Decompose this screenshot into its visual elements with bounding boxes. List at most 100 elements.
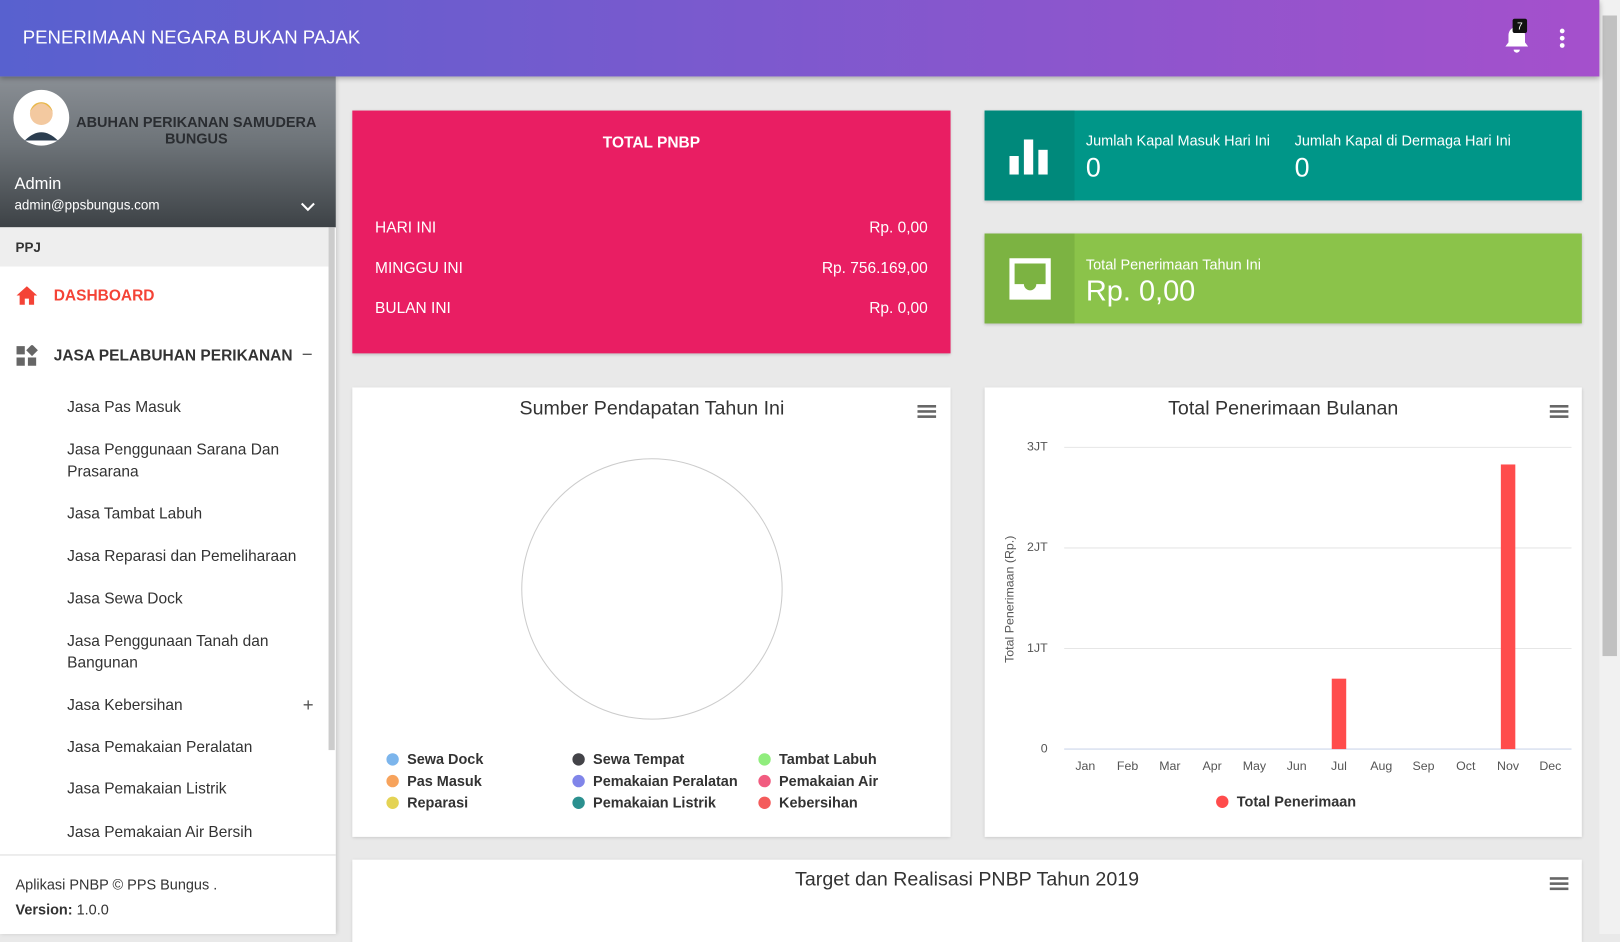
sidebar-scrollbar [328,227,335,751]
chart-title: Total Penerimaan Bulanan [1168,397,1398,419]
submenu-item[interactable]: Jasa Pemakaian Air Bersih [67,823,253,842]
row-label: BULAN INI [375,299,451,318]
row-value: Rp. 0,00 [869,219,928,237]
chart-menu[interactable] [917,405,937,418]
more-menu[interactable] [1556,28,1568,49]
widgets-icon [16,345,38,366]
row-value: Rp. 0,00 [869,299,928,318]
submenu-item[interactable]: Jasa Penggunaan Sarana Dan Prasarana [67,441,280,481]
bar-card: Total Penerimaan Bulanan Total Penerimaa… [984,387,1582,837]
scroll-thumb[interactable] [1602,15,1617,657]
target-chart: Target dan Realisasi PNBP Tahun 2019 [795,868,1569,891]
legend-label[interactable]: Kebersihan [779,796,858,812]
page-scrollbar [1599,0,1620,935]
x-tick-label: Jan [1075,759,1095,773]
legend-marker [386,796,399,809]
x-tick-label: Aug [1370,759,1392,773]
row-value: Rp. 756.169,00 [821,259,928,277]
sidebar-footer: Aplikasi PNBP © PPS Bungus . Version: 1.… [0,854,336,917]
icon-area [984,110,1075,201]
legend-label[interactable]: Pemakaian Air [779,774,878,790]
header: PENERIMAAN NEGARA BUKAN PAJAK 7 [0,0,1600,77]
expand-icon[interactable]: + [302,694,314,715]
home-icon [16,286,38,305]
x-tick-label: Feb [1117,759,1138,773]
pie-card: Sumber Pendapatan Tahun Ini Sewa Dock Sew… [352,387,951,837]
y-axis-label: Total Penerimaan (Rp.) [1003,536,1017,663]
section-bar: PPJ [0,227,329,267]
chart-title: Sumber Pendapatan Tahun Ini [520,397,785,419]
legend-label[interactable]: Tambat Labuh [779,752,877,768]
submenu-item[interactable]: Jasa Penggunaan Tanah dan Bangunan [67,632,269,672]
x-tick-label: Jun [1287,759,1307,773]
bar [1500,464,1516,750]
submenu-item[interactable]: Jasa Sewa Dock [67,589,183,608]
app-title: PENERIMAAN NEGARA BUKAN PAJAK [22,26,361,48]
y-tick-label: 1JT [1027,641,1048,655]
submenu-item[interactable]: Jasa Kebersihan [67,696,183,714]
notification-bell[interactable]: 7 [1500,18,1531,54]
section-title: PPJ [15,239,41,256]
legend-marker [1216,795,1229,808]
chart-menu[interactable] [1549,877,1569,891]
menu-jasa[interactable]: JASA PELABUHAN PERIKANAN [53,347,293,365]
legend-marker [572,753,585,766]
bell-icon [1505,26,1529,53]
card-title: TOTAL PNBP [602,134,701,152]
legend-marker [386,774,399,788]
x-tick-label: Dec [1539,759,1561,773]
user-name: Admin [14,175,62,194]
x-tick-label: May [1243,759,1267,773]
icon-area [984,233,1075,324]
submenu-item[interactable]: Jasa Pas Masuk [67,398,181,417]
ship-value: 0 [1085,151,1101,183]
ship-value: 0 [1294,151,1310,183]
row-label: MINGGU INI [375,259,463,277]
banner-text: ABUHAN PERIKANAN SAMUDERA BUNGUS [76,113,317,147]
revenue-value: Rp. 0,00 [1085,274,1196,307]
legend-label[interactable]: Pas Masuk [407,774,483,790]
legend-label[interactable]: Sewa Tempat [593,752,684,768]
bar [1331,678,1347,750]
x-tick-label: Sep [1413,759,1435,773]
submenu-item[interactable]: Jasa Tambat Labuh [67,505,203,523]
x-tick-label: Jul [1331,759,1347,773]
revenue-box: Total Penerimaan Tahun Ini Rp. 0,00 [984,233,1582,324]
revenue-label: Total Penerimaan Tahun Ini [1085,256,1261,273]
legend-label[interactable]: Sewa Dock [407,752,484,768]
submenu-item[interactable]: Jasa Pemakaian Listrik [67,780,227,798]
legend-marker [386,753,399,766]
bar-chart: Total Penerimaan Bulanan Total Penerimaa… [1003,397,1572,811]
user-email: admin@ppsbungus.com [14,197,160,213]
profile-toggle[interactable] [300,200,317,212]
y-tick-label: 3JT [1027,440,1048,454]
legend-label[interactable]: Pemakaian Listrik [593,796,717,812]
legend-label[interactable]: Reparasi [407,796,468,812]
chart-menu[interactable] [1549,405,1569,418]
version: 1.0.0 [76,900,109,918]
submenu-item[interactable]: Jasa Reparasi dan Pemeliharaan [67,547,297,566]
badge-count: 7 [1517,22,1523,33]
version-label: Version: [15,900,73,918]
legend-marker [572,796,585,809]
x-tick-label: Mar [1159,759,1180,773]
menu-dashboard[interactable]: DASHBOARD [53,287,155,305]
ship-label: Jumlah Kapal di Dermaga Hari Ini [1294,132,1511,149]
legend-label[interactable]: Pemakaian Peralatan [593,774,738,790]
chart-title: Target dan Realisasi PNBP Tahun 2019 [795,868,1139,890]
chart-icon [1009,139,1048,175]
ship-label: Jumlah Kapal Masuk Hari Ini [1085,132,1270,149]
pie-chart: Sumber Pendapatan Tahun Ini Sewa Dock Sew… [386,397,937,812]
legend-marker [758,796,771,809]
collapse-icon[interactable]: − [301,344,313,365]
profile-banner: ABUHAN PERIKANAN SAMUDERA BUNGUS Admin a… [0,76,336,228]
legend-marker [572,774,585,788]
submenu-item[interactable]: Jasa Pemakaian Peralatan [67,738,253,757]
legend-label[interactable]: Total Penerimaan [1237,795,1356,811]
version-line: Version: 1.0.0 [15,901,108,918]
copyright: Aplikasi PNBP © PPS Bungus . [15,876,218,893]
x-tick-label: Nov [1497,759,1520,773]
